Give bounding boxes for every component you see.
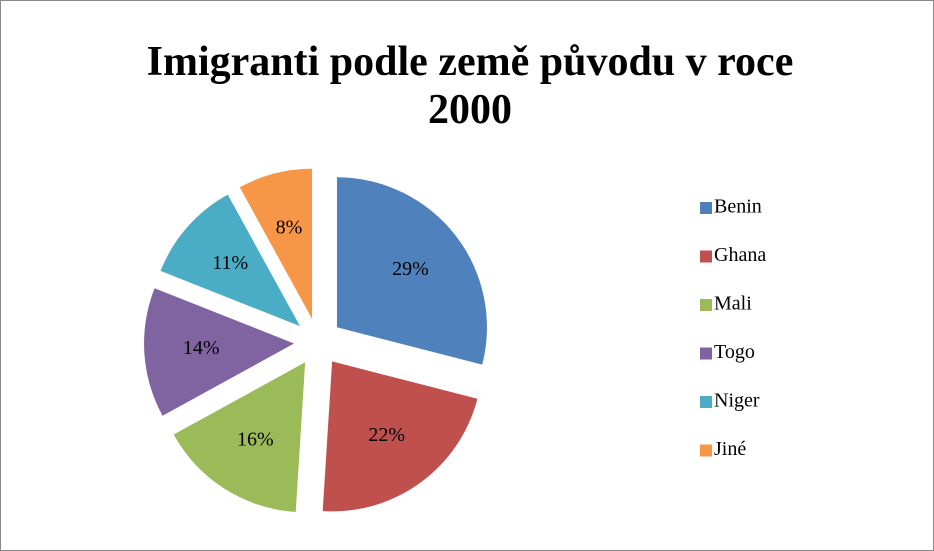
- legend-swatch: [700, 347, 712, 360]
- pie-slice: [322, 361, 478, 512]
- legend-label: Benin: [714, 196, 762, 218]
- legend-swatch: [700, 444, 712, 457]
- legend-label: Ghana: [714, 244, 766, 266]
- pie-slice: [160, 194, 300, 327]
- pie-slice: [144, 288, 295, 416]
- legend-swatch: [700, 202, 712, 214]
- legend-label: Jiné: [714, 438, 746, 460]
- legend-swatch: [700, 250, 712, 263]
- legend-label: Niger: [714, 390, 760, 412]
- legend-swatch: [700, 396, 712, 408]
- pie-slice: [336, 177, 487, 365]
- legend-label: Togo: [714, 341, 755, 363]
- legend-swatch: [700, 299, 712, 311]
- data-label: 14%: [183, 337, 220, 359]
- chart-title: Imigranti podle země původu v roce 2000: [146, 39, 794, 133]
- data-label: 29%: [392, 258, 429, 280]
- pie-slice: [173, 362, 306, 512]
- data-label: 16%: [237, 428, 274, 450]
- data-label: 8%: [276, 216, 303, 238]
- legend-label: Mali: [714, 293, 752, 315]
- data-label: 22%: [368, 424, 405, 446]
- pie-slice: [239, 168, 313, 319]
- data-label: 11%: [212, 252, 248, 274]
